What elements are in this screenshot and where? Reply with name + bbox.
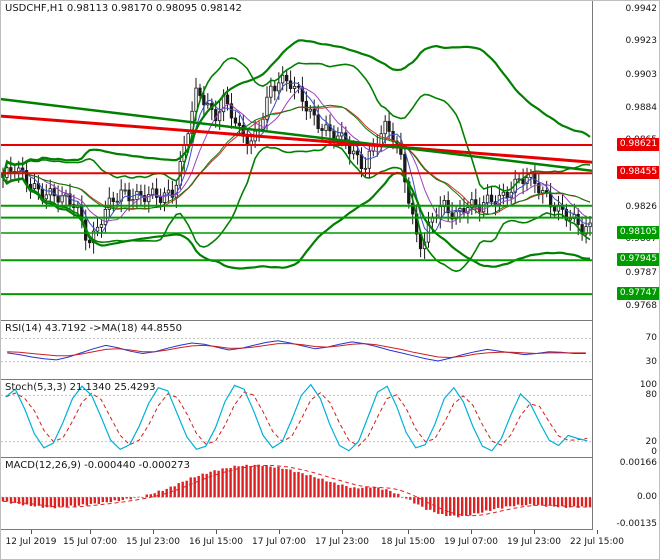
rsi-panel[interactable]: RSI(14) 43.7192 ->MA(18) 44.8550 xyxy=(1,321,593,380)
price-level-badge: 0.98105 xyxy=(617,226,659,239)
stochastic-axis: 100 80 20 0 xyxy=(593,380,659,458)
time-tick-label: 17 Jul 07:00 xyxy=(252,537,306,547)
price-tick-label: 0.9923 xyxy=(625,36,658,47)
price-tick-label: 0.9787 xyxy=(625,268,658,279)
time-tick-mark xyxy=(597,530,598,534)
time-tick-label: 16 Jul 15:00 xyxy=(189,537,243,547)
bollinger-upper-band xyxy=(1,39,591,178)
time-tick-label: 12 Jul 2019 xyxy=(5,537,57,547)
macd-histogram xyxy=(1,464,592,518)
stochastic-signal-line xyxy=(5,391,588,447)
time-tick-mark xyxy=(153,530,154,534)
rsi-axis: 70 30 xyxy=(593,321,659,380)
bollinger-lower-band xyxy=(2,171,590,270)
bollinger-lower-band xyxy=(2,142,591,273)
price-chart-canvas xyxy=(1,39,592,296)
price-level-badge: 0.97747 xyxy=(617,287,659,301)
stochastic-tick-label: 80 xyxy=(645,390,657,401)
price-level-badge: 0.98621 xyxy=(617,137,659,151)
macd-tick-label: -0.00135 xyxy=(616,519,657,529)
stochastic-main-line xyxy=(5,383,588,452)
time-tick-label: 19 Jul 07:00 xyxy=(444,537,498,547)
time-tick-label: 15 Jul 07:00 xyxy=(63,537,117,547)
time-tick-mark xyxy=(342,530,343,534)
rsi-tick-label: 30 xyxy=(645,356,657,367)
macd-panel[interactable]: MACD(12,26,9) -0.000440 -0.000273 xyxy=(1,458,593,530)
stochastic-tick-label: 100 xyxy=(639,380,657,390)
macd-canvas xyxy=(1,464,592,518)
stochastic-tick-label: 0 xyxy=(651,447,657,457)
time-tick-mark xyxy=(471,530,472,534)
time-tick-mark xyxy=(408,530,409,534)
trendline[interactable] xyxy=(1,114,592,164)
macd-axis: 0.00166 0.00 -0.00135 xyxy=(593,458,659,530)
time-tick-mark xyxy=(216,530,217,534)
price-level-badge: 0.97945 xyxy=(617,253,659,267)
price-tick-label: 0.9942 xyxy=(625,3,658,14)
price-axis[interactable]: 0.99420.99230.99030.98840.98650.98460.98… xyxy=(593,1,659,321)
time-tick-label: 15 Jul 23:00 xyxy=(126,537,180,547)
time-tick-label: 18 Jul 15:00 xyxy=(381,537,435,547)
macd-signal-line xyxy=(2,465,590,517)
time-tick-label: 17 Jul 23:00 xyxy=(315,537,369,547)
macd-tick-label: 0.00 xyxy=(636,492,657,503)
rsi-tick-label: 70 xyxy=(645,333,657,344)
time-tick-mark xyxy=(279,530,280,534)
rsi-ma-line xyxy=(7,343,586,359)
price-tick-label: 0.9884 xyxy=(625,102,658,113)
time-axis[interactable]: 12 Jul 2019 15 Jul 07:00 15 Jul 23:00 16 Ju… xyxy=(1,530,659,559)
stochastic-panel[interactable]: Stoch(5,3,3) 21.1340 25.4293 xyxy=(1,380,593,458)
time-tick-mark xyxy=(90,530,91,534)
price-tick-label: 0.9826 xyxy=(625,201,658,212)
ma-line xyxy=(2,82,591,234)
price-level-badge: 0.98455 xyxy=(617,166,659,180)
time-tick-label: 22 Jul 15:00 xyxy=(570,537,624,547)
price-tick-label: 0.9768 xyxy=(625,300,658,311)
time-tick-label: 19 Jul 23:00 xyxy=(507,537,561,547)
macd-tick-label: 0.00166 xyxy=(619,458,657,468)
trendline[interactable] xyxy=(1,97,592,172)
rsi-canvas xyxy=(1,337,592,363)
candlesticks xyxy=(1,66,592,259)
price-tick-label: 0.9903 xyxy=(625,70,658,81)
price-chart-panel[interactable]: USDCHF,H1 0.98113 0.98170 0.98095 0.9814… xyxy=(1,1,593,321)
time-tick-mark xyxy=(534,530,535,534)
time-tick-mark xyxy=(31,530,32,534)
stochastic-canvas xyxy=(1,383,592,452)
stochastic-tick-label: 20 xyxy=(645,436,657,447)
bollinger-upper-band xyxy=(2,57,591,192)
